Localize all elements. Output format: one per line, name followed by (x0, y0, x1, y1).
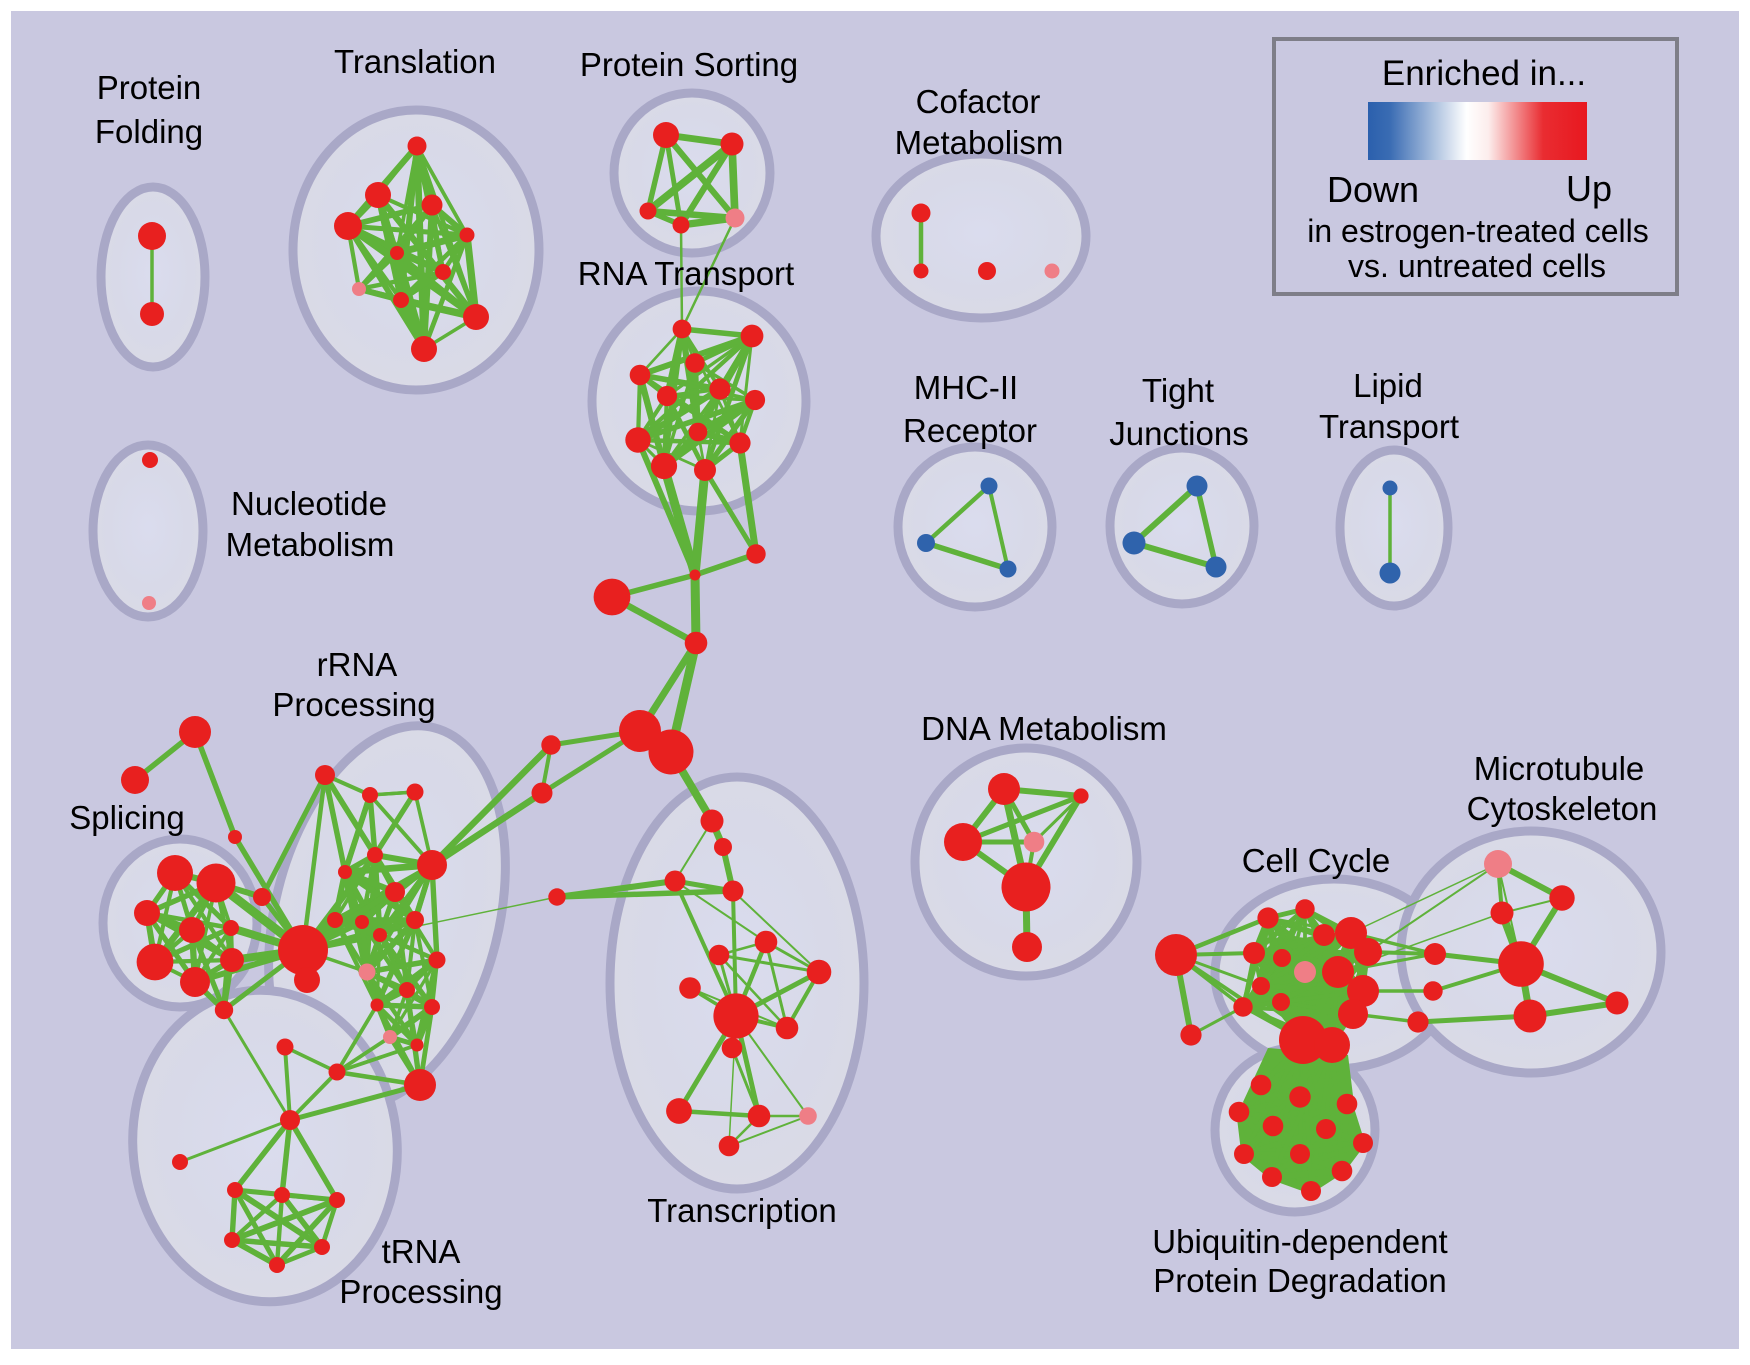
svg-text:Processing: Processing (339, 1273, 502, 1310)
svg-text:Junctions: Junctions (1109, 415, 1248, 452)
svg-text:Folding: Folding (95, 113, 203, 150)
svg-text:Lipid: Lipid (1353, 367, 1423, 404)
svg-text:Transport: Transport (1319, 408, 1459, 445)
svg-text:Protein: Protein (97, 69, 202, 106)
svg-text:Ubiquitin-dependent: Ubiquitin-dependent (1152, 1223, 1447, 1260)
svg-text:Microtubule: Microtubule (1474, 750, 1645, 787)
svg-text:RNA Transport: RNA Transport (578, 255, 794, 292)
svg-text:Splicing: Splicing (69, 799, 185, 836)
svg-text:Down: Down (1327, 169, 1419, 210)
svg-text:Protein Sorting: Protein Sorting (580, 46, 798, 83)
svg-text:MHC-II: MHC-II (914, 369, 1018, 406)
svg-text:Metabolism: Metabolism (226, 526, 395, 563)
svg-text:Transcription: Transcription (647, 1192, 837, 1229)
svg-text:Protein Degradation: Protein Degradation (1153, 1262, 1447, 1299)
svg-text:in estrogen-treated cells: in estrogen-treated cells (1307, 213, 1649, 249)
svg-text:Enriched in...: Enriched in... (1382, 54, 1586, 93)
svg-text:Up: Up (1566, 168, 1612, 209)
svg-text:Metabolism: Metabolism (895, 124, 1064, 161)
svg-text:tRNA: tRNA (382, 1233, 461, 1270)
svg-text:Translation: Translation (334, 43, 496, 80)
svg-text:Cofactor: Cofactor (916, 83, 1041, 120)
svg-text:rRNA: rRNA (317, 646, 398, 683)
svg-text:vs. untreated cells: vs. untreated cells (1348, 248, 1606, 284)
svg-text:Processing: Processing (272, 686, 435, 723)
svg-text:Cell Cycle: Cell Cycle (1242, 842, 1391, 879)
svg-text:Tight: Tight (1142, 372, 1214, 409)
svg-text:Nucleotide: Nucleotide (231, 485, 387, 522)
svg-text:Cytoskeleton: Cytoskeleton (1467, 790, 1658, 827)
svg-text:Receptor: Receptor (903, 412, 1037, 449)
svg-text:DNA Metabolism: DNA Metabolism (921, 710, 1167, 747)
